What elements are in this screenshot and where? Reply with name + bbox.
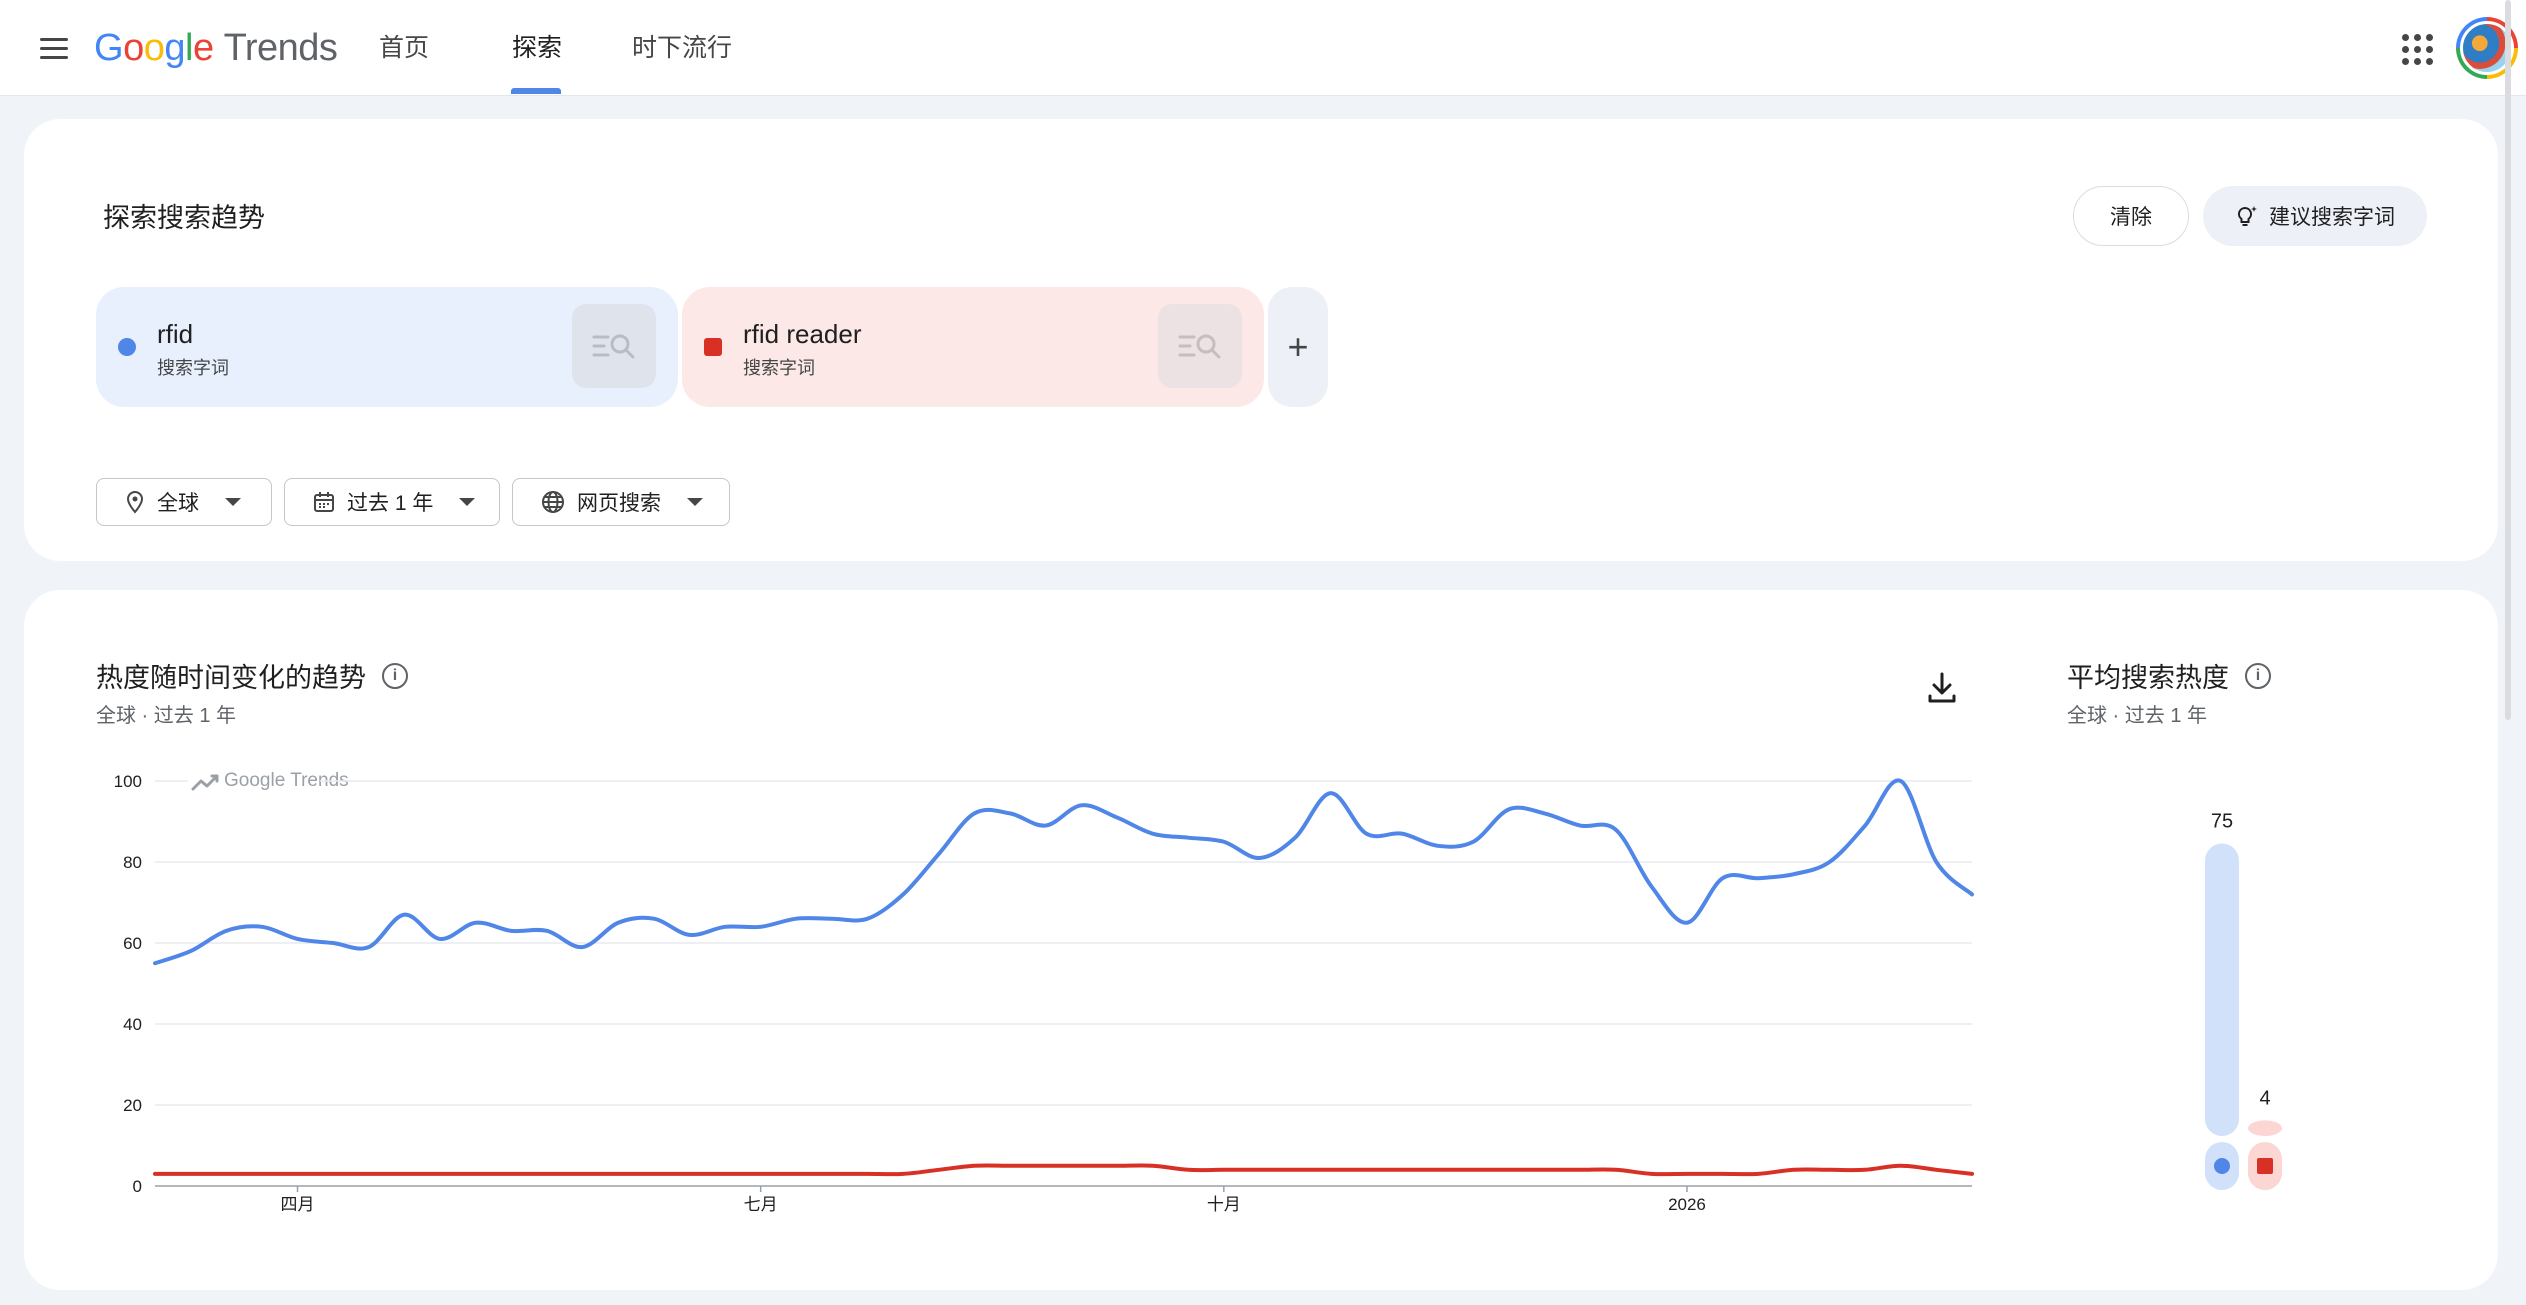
info-icon[interactable]: i (382, 662, 408, 689)
suggest-terms-label: 建议搜索字词 (2269, 206, 2395, 229)
location-filter[interactable]: 全球 (96, 478, 272, 526)
dropdown-arrow-icon (459, 498, 476, 506)
y-tick-label: 40 (123, 1015, 142, 1034)
google-trends-logo[interactable]: Google Trends (94, 27, 338, 69)
term-search-options-button[interactable] (1158, 304, 1242, 388)
term-search-options-button[interactable] (572, 304, 656, 388)
average-value-label: 75 (2211, 811, 2233, 833)
download-icon (1928, 672, 1956, 703)
interest-over-time-subtitle: 全球 · 过去 1 年 (96, 705, 237, 727)
google-trends-watermark: Google Trends (191, 770, 349, 791)
google-apps-icon[interactable] (2398, 30, 2434, 66)
average-value-label: 4 (2259, 1087, 2270, 1109)
list-search-icon (592, 334, 635, 359)
top-bar: Google Trends 首页 探索 时下流行 (0, 0, 2526, 96)
bar-separator (2248, 1136, 2282, 1142)
info-icon[interactable]: i (2245, 662, 2271, 689)
location-filter-value: 全球 (157, 492, 199, 515)
search-term-chip-rfid-reader[interactable]: rfid reader 搜索字词 (682, 287, 1264, 407)
explore-title: 探索搜索趋势 (103, 203, 265, 233)
search-property-filter[interactable]: 网页搜索 (512, 478, 730, 526)
x-tick-label: 七月 (744, 1195, 778, 1214)
average-interest-chart: 75 4 (2205, 811, 2282, 1190)
search-property-filter-value: 网页搜索 (577, 492, 661, 515)
x-tick-label: 2026 (1668, 1195, 1706, 1214)
series-line-rfid (153, 778, 1974, 966)
tab-explore[interactable]: 探索 (512, 34, 563, 62)
search-term-name: rfid reader (743, 319, 862, 349)
series-color-dot (2214, 1158, 2230, 1174)
download-csv-button[interactable] (1918, 664, 1966, 712)
sparkle-bulb-icon (2237, 206, 2257, 226)
search-term-chip-rfid[interactable]: rfid 搜索字词 (96, 287, 678, 407)
y-tick-label: 60 (123, 934, 142, 953)
interest-over-time-title: 热度随时间变化的趋势 (96, 663, 366, 693)
page-scrollbar[interactable] (2505, 0, 2511, 720)
average-bar-rfid-reader (2248, 1120, 2282, 1136)
logo-product-name: Trends (223, 27, 338, 69)
tab-trending-now[interactable]: 时下流行 (632, 34, 733, 62)
location-pin-icon (126, 490, 144, 514)
series-color-square (704, 338, 722, 356)
active-tab-indicator (511, 88, 561, 94)
series-line-rfid-reader (153, 1163, 1974, 1177)
calendar-icon (314, 492, 334, 512)
average-interest-heading: 平均搜索热度 i (2067, 656, 2271, 695)
globe-icon (542, 491, 564, 513)
x-tick-label: 十月 (1207, 1195, 1241, 1214)
average-interest-subtitle: 全球 · 过去 1 年 (2067, 705, 2208, 727)
time-range-filter[interactable]: 过去 1 年 (284, 478, 500, 526)
clear-button[interactable]: 清除 (2073, 186, 2189, 246)
list-search-icon (1178, 334, 1221, 359)
average-interest-title: 平均搜索热度 (2067, 663, 2229, 693)
add-comparison-button[interactable]: + (1268, 287, 1328, 407)
tab-home[interactable]: 首页 (379, 34, 430, 62)
dropdown-arrow-icon (225, 498, 241, 506)
main-menu-icon[interactable] (30, 28, 78, 68)
x-tick-label: 四月 (281, 1195, 315, 1214)
y-tick-label: 80 (123, 853, 142, 872)
watermark-text: Google Trends (224, 770, 349, 791)
dropdown-arrow-icon (687, 498, 703, 506)
time-range-filter-value: 过去 1 年 (347, 492, 434, 515)
series-color-dot (118, 338, 136, 356)
y-tick-label: 20 (123, 1096, 142, 1115)
search-term-name: rfid (157, 319, 194, 349)
search-term-type: 搜索字词 (157, 358, 229, 378)
average-bar-rfid (2205, 843, 2239, 1136)
bar-separator (2205, 1136, 2239, 1142)
interest-over-time-heading: 热度随时间变化的趋势 i (96, 656, 408, 695)
interest-over-time-chart[interactable]: Google Trends 0 20 40 60 80 100 四月 七月 十月 2026 (100, 760, 1980, 1240)
series-color-square (2257, 1158, 2273, 1174)
y-tick-label: 100 (114, 772, 142, 791)
suggest-terms-button[interactable]: 建议搜索字词 (2203, 186, 2427, 246)
y-tick-label: 0 (133, 1177, 142, 1196)
search-term-type: 搜索字词 (743, 358, 815, 378)
